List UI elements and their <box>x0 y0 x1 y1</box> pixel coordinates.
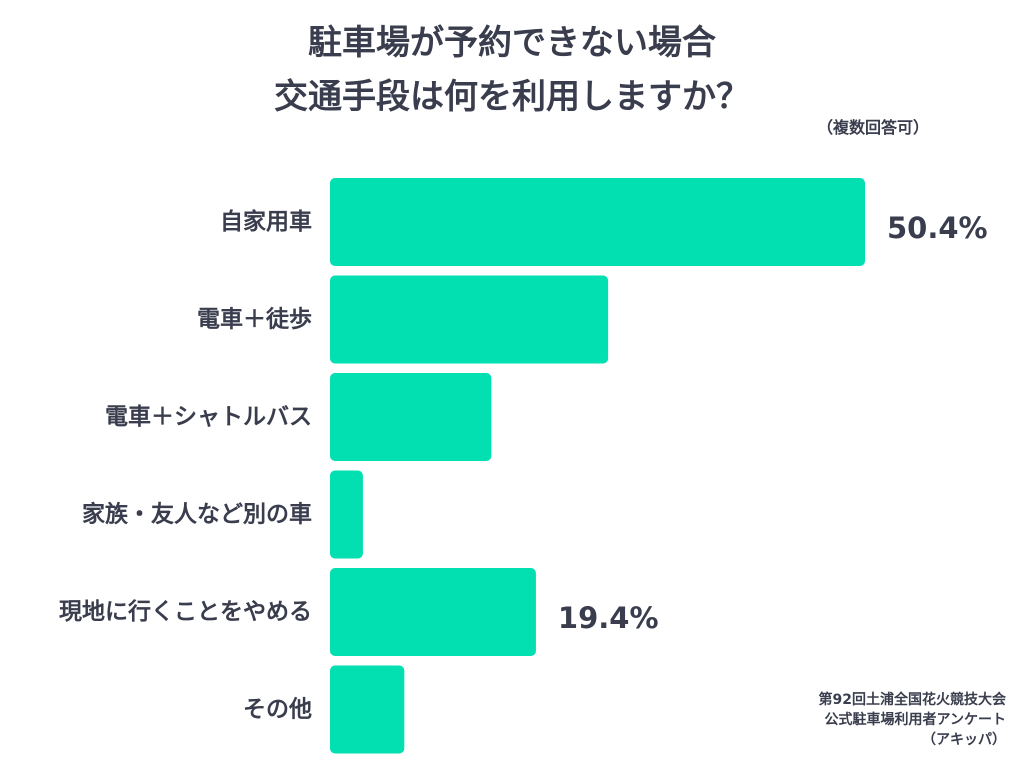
value-label-1: 50.4% <box>887 211 988 245</box>
category-label-2: 電車＋徒歩 <box>197 306 312 333</box>
bar-3 <box>330 373 492 461</box>
bar-1 <box>330 178 865 266</box>
bar-5 <box>330 568 536 656</box>
bar-4 <box>330 470 363 559</box>
source-line-1: 第92回土浦全国花火競技大会 <box>818 692 1006 708</box>
chart-title-line-1: 駐車場が予約できない場合 <box>308 23 716 63</box>
source-line-3: （アキッパ） <box>922 732 1006 748</box>
chart-title-line-2: 交通手段は何を利用しますか？ <box>274 77 750 117</box>
bar-2 <box>330 275 609 364</box>
category-label-6: その他 <box>243 697 312 723</box>
category-label-3: 電車＋シャトルバス <box>105 404 312 430</box>
bar-6 <box>330 665 405 754</box>
multiple-answers-note: （複数回答可） <box>816 118 929 137</box>
source-line-2: 公式駐車場利用者アンケート <box>824 712 1006 728</box>
category-label-5: 現地に行くことをやめる <box>59 598 312 625</box>
value-label-5: 19.4% <box>558 601 659 635</box>
category-label-4: 家族・友人など別の車 <box>82 501 312 528</box>
category-label-1: 自家用車 <box>220 208 312 235</box>
source-credit: 第92回土浦全国花火競技大会 公式駐車場利用者アンケート （アキッパ） <box>819 690 1006 750</box>
